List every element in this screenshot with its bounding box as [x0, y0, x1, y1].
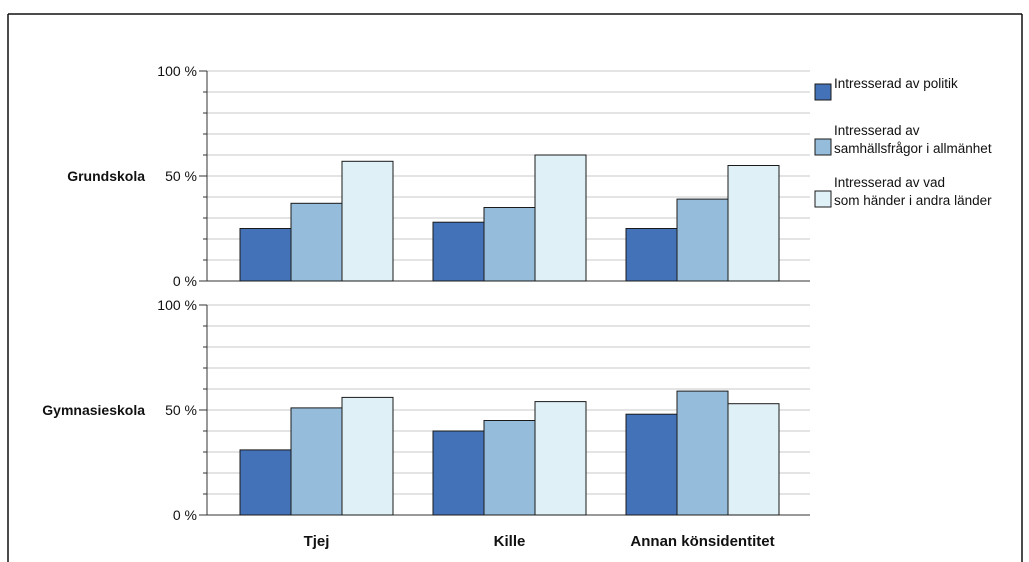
bar	[676, 390, 729, 516]
y-tick-label: 0 %	[173, 273, 197, 289]
legend-label: Intresserad av	[834, 123, 920, 138]
bar	[727, 403, 780, 516]
panel-label: Gymnasieskola	[42, 402, 145, 418]
bar	[625, 413, 678, 516]
bar	[239, 449, 292, 516]
legend-label: Intresserad av politik	[834, 76, 958, 91]
legend-label: som händer i andra länder	[834, 193, 992, 208]
category-labels: Tjej Kille Annan könsidentitet	[304, 533, 775, 550]
legend-swatch	[814, 138, 832, 156]
chart-legend: Intresserad av politik Intresserad av samh…	[814, 76, 992, 208]
bar	[341, 160, 394, 282]
bar	[534, 154, 587, 282]
bar	[432, 430, 485, 516]
y-tick-label: 0 %	[173, 507, 197, 523]
panel-1: 0 % 50 % 100 % Gymnasieskola	[42, 297, 810, 523]
y-tick-label: 50 %	[165, 402, 197, 418]
panel-0: 0 % 50 % 100 % Grundskola	[67, 63, 810, 289]
legend-label: Intresserad av vad	[834, 175, 945, 190]
bar	[483, 207, 536, 282]
bar	[290, 202, 343, 282]
category-label: Tjej	[304, 533, 330, 550]
legend-swatch	[814, 83, 832, 101]
bar	[534, 401, 587, 516]
bar	[290, 407, 343, 516]
y-tick-label: 50 %	[165, 168, 197, 184]
y-tick-label: 100 %	[157, 297, 197, 313]
bar	[432, 221, 485, 282]
bar	[676, 198, 729, 282]
category-label: Kille	[494, 533, 526, 550]
category-label: Annan könsidentitet	[630, 533, 774, 550]
bar	[483, 420, 536, 516]
legend-label: samhällsfrågor i allmänhet	[834, 141, 992, 156]
bar	[625, 228, 678, 282]
panel-label: Grundskola	[67, 168, 145, 184]
chart-panels: 0 % 50 % 100 % Grundskola 0 % 50 % 100 % Gymnas…	[42, 63, 810, 523]
bar	[239, 228, 292, 282]
bar	[341, 396, 394, 516]
y-tick-label: 100 %	[157, 63, 197, 79]
legend-swatch	[814, 190, 832, 208]
bar	[727, 165, 780, 282]
